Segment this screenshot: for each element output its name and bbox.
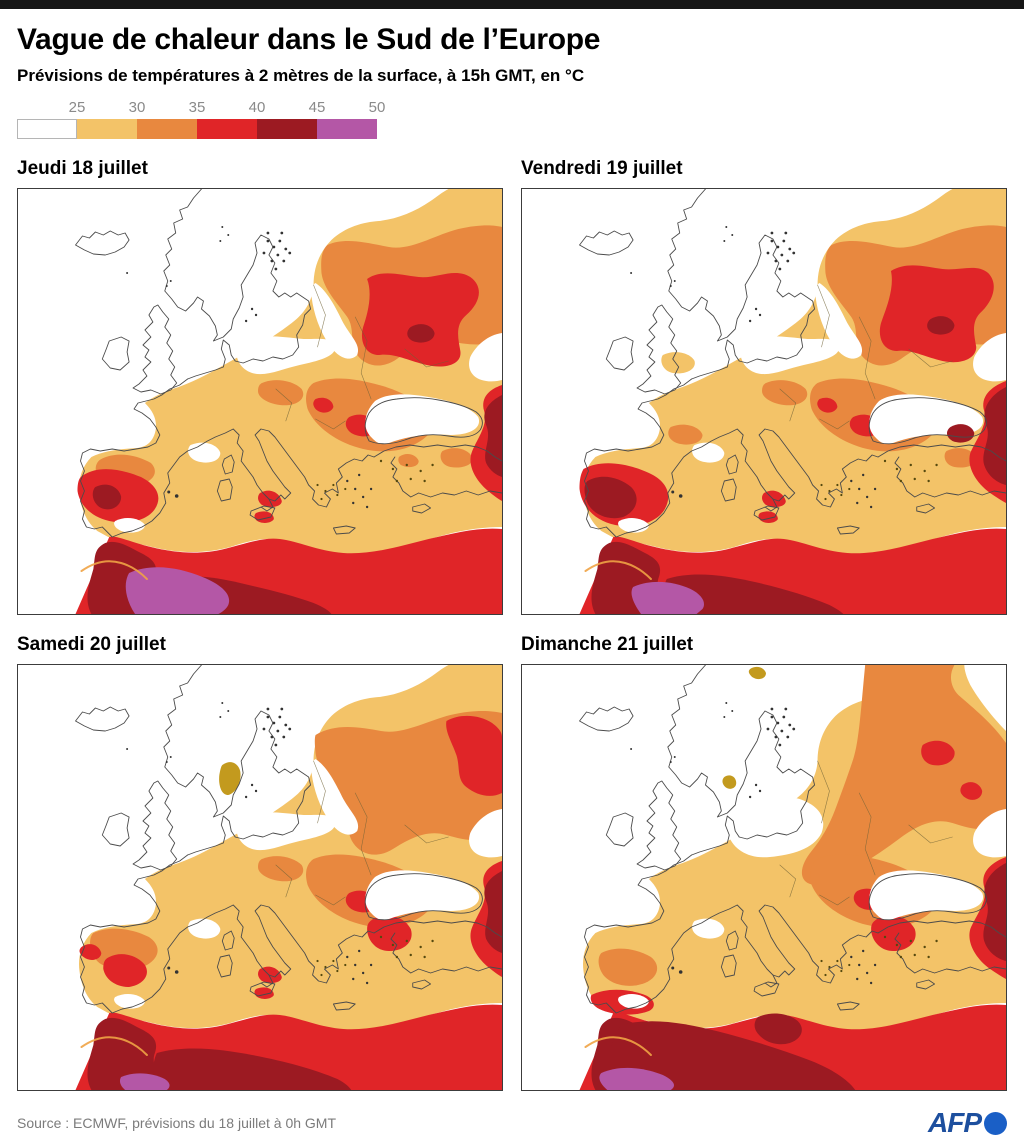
legend-tick-50: 50 xyxy=(368,99,386,116)
top-bar xyxy=(0,0,1024,9)
afp-logo-text: AFP xyxy=(928,1107,982,1138)
legend-tick-30: 30 xyxy=(128,99,146,116)
legend-swatch-under-25 xyxy=(17,119,77,139)
panel-label-jeudi-18: Jeudi 18 juillet xyxy=(17,158,148,179)
panel-label-dimanche-21: Dimanche 21 juillet xyxy=(521,634,694,655)
panel-label-samedi-20: Samedi 20 juillet xyxy=(17,634,166,655)
legend-tick-45: 45 xyxy=(308,99,326,116)
panel-jeudi-18: Jeudi 18 juillet xyxy=(17,146,503,615)
afp-logo-circle-icon xyxy=(984,1111,1007,1135)
legend-swatch-45-50 xyxy=(317,119,377,139)
legend-tick-40: 40 xyxy=(248,99,266,116)
legend-swatch-35-40 xyxy=(197,119,257,139)
map-vendredi-19 xyxy=(521,188,1007,615)
map-dimanche-21 xyxy=(521,664,1007,1091)
legend-swatch-30-35 xyxy=(137,119,197,139)
map-samedi-20 xyxy=(17,664,503,1091)
panel-label-vendredi-19: Vendredi 19 juillet xyxy=(521,158,683,179)
afp-logo: AFP xyxy=(928,1107,1007,1139)
panel-samedi-20: Samedi 20 juillet xyxy=(17,622,503,1091)
source-credit: Source : ECMWF, prévisions du 18 juillet… xyxy=(17,1115,337,1131)
legend-tick-25: 25 xyxy=(68,99,86,116)
page-subtitle: Prévisions de températures à 2 mètres de… xyxy=(17,66,585,85)
footer: Source : ECMWF, prévisions du 18 juillet… xyxy=(0,1107,1024,1139)
legend-tick-35: 35 xyxy=(188,99,206,116)
page-title: Vague de chaleur dans le Sud de l’Europe xyxy=(17,23,601,56)
map-grid: Jeudi 18 juillet xyxy=(17,146,1007,1091)
panel-vendredi-19: Vendredi 19 juillet xyxy=(521,146,1007,615)
legend-swatch-40-45 xyxy=(257,119,317,139)
legend-color-bar xyxy=(17,119,377,139)
legend-swatch-25-30 xyxy=(77,119,137,139)
panel-dimanche-21: Dimanche 21 juillet xyxy=(521,622,1007,1091)
temperature-legend: 25 30 35 40 45 50 xyxy=(17,99,385,140)
map-jeudi-18 xyxy=(17,188,503,615)
